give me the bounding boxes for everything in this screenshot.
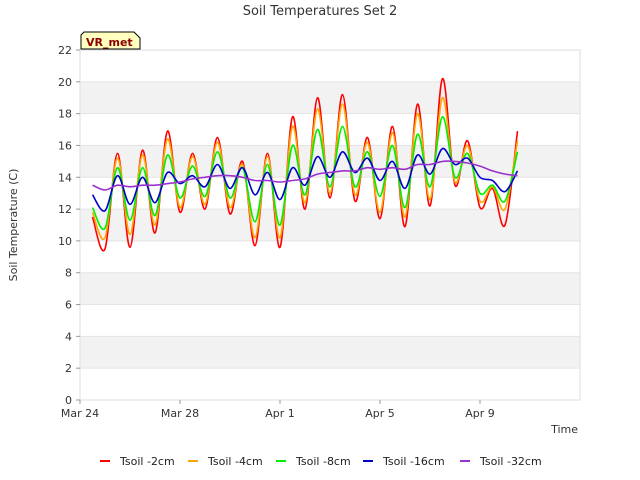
y-tick-label: 12 — [58, 203, 72, 216]
grid-band — [80, 272, 580, 305]
x-tick-label: Mar 28 — [161, 407, 199, 420]
legend-label: Tsoil -2cm — [119, 455, 175, 468]
x-tick-label: Apr 5 — [365, 407, 395, 420]
x-tick-label: Mar 24 — [61, 407, 99, 420]
x-axis-ticks: Mar 24 Mar 28 Apr 1 Apr 5 Apr 9 — [61, 400, 495, 420]
y-tick-label: 8 — [65, 267, 72, 280]
plot-background-bands — [80, 49, 580, 401]
legend-label: Tsoil -8cm — [295, 455, 351, 468]
series-line-tsoil-8cm — [91, 115, 519, 231]
chart-title: Soil Temperatures Set 2 — [243, 4, 398, 19]
y-axis-label: Soil Temperature (C) — [7, 169, 20, 282]
y-tick-label: 20 — [58, 76, 72, 89]
grid-band — [80, 336, 580, 369]
series-line-tsoil-4cm — [91, 96, 519, 241]
grid-band — [80, 81, 580, 114]
badge-background — [80, 31, 141, 50]
legend-label: Tsoil -16cm — [382, 455, 445, 468]
y-axis-ticks: 0 2 4 6 8 10 12 14 16 18 20 22 — [58, 44, 80, 407]
y-tick-label: 4 — [65, 330, 72, 343]
x-axis-label: Time — [550, 423, 578, 436]
y-tick-label: 0 — [65, 394, 72, 407]
series-lines — [91, 77, 519, 252]
y-tick-label: 2 — [65, 362, 72, 375]
grid-band — [80, 209, 580, 241]
y-tick-label: 16 — [58, 139, 72, 152]
badge-text: VR_met — [86, 36, 133, 49]
plot-area — [79, 49, 581, 401]
y-tick-label: 18 — [58, 108, 72, 121]
legend-label: Tsoil -32cm — [479, 455, 542, 468]
legend: Tsoil -2cm Tsoil -4cm Tsoil -8cm Tsoil -16c… — [100, 455, 542, 468]
series-line-tsoil-16cm — [91, 147, 519, 212]
y-tick-label: 14 — [58, 171, 72, 184]
x-tick-label: Apr 9 — [465, 407, 495, 420]
vr-met-badge: VR_met — [80, 31, 141, 50]
series-line-tsoil-32cm — [92, 160, 518, 191]
x-tick-label: Apr 1 — [265, 407, 295, 420]
y-tick-label: 6 — [65, 299, 72, 312]
y-tick-label: 22 — [58, 44, 72, 57]
y-tick-label: 10 — [58, 235, 72, 248]
legend-label: Tsoil -4cm — [207, 455, 263, 468]
